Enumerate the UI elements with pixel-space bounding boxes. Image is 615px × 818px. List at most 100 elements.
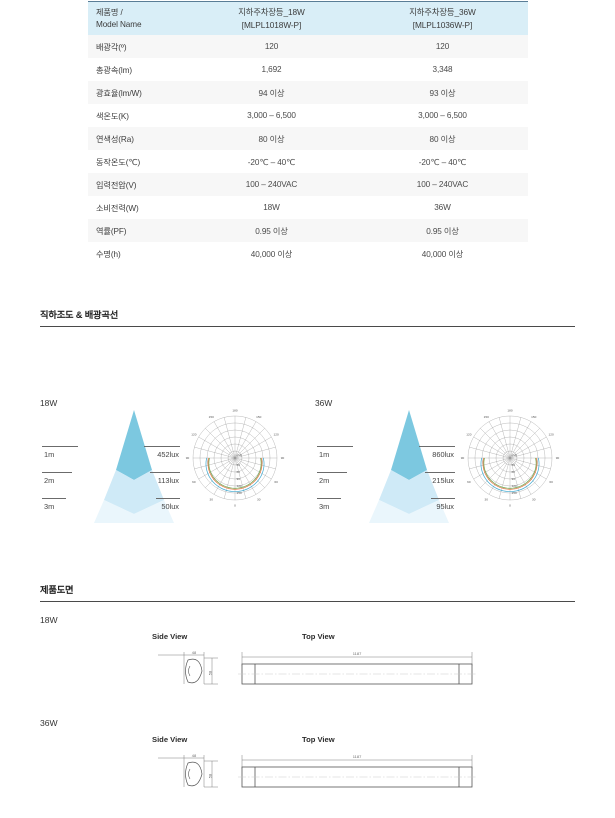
svg-text:30: 30 [512,463,516,467]
distance-label: 3m [319,502,330,511]
distance-label: 3m [44,502,55,511]
svg-text:60: 60 [549,480,553,484]
svg-text:30: 30 [257,497,261,501]
spec-value-36w: 93 이상 [357,81,528,104]
svg-text:90: 90 [281,456,285,460]
spec-value-18w: 40,000 이상 [250,249,293,259]
dim-line-left [42,498,66,499]
spec-label-cell: 색온도(K) [96,111,129,121]
dim-height-text-36w: 58 [208,773,213,778]
spec-label-cell: 수명(h) [96,249,121,259]
lux-value: 50lux [161,502,179,511]
spec-value-18w: 120 [186,35,357,58]
illuminance-rows-36w: 1m 860lux 2m 215lux 3m 95lux [315,446,457,524]
spec-label-cell: 광효율(lm/W) [88,81,186,104]
svg-text:(cd): (cd) [237,453,242,457]
side-view-label-18w: Side View [152,632,188,641]
distance-label: 1m [44,450,55,459]
table-row: 소비전력(W) 18W 36W [88,196,528,219]
svg-text:30: 30 [210,497,214,501]
table-row: 배광각(º) 120 120 [88,35,528,58]
illuminance-row-18w-2: 3m 50lux [40,498,182,524]
spec-value-18w: 100 – 240VAC [186,173,357,196]
svg-text:60: 60 [237,470,241,474]
section-illuminance-title: 직하조도 & 배광곡선 [40,310,119,320]
spec-label-cell: 소비전력(W) [96,203,139,213]
spec-label-cell: 입력전압(V) [88,173,186,196]
table-row: 총광속(lm) 1,692 3,348 [88,58,528,81]
dim-line-right [150,472,180,473]
header-cell-36w: 지하주차장등_36W [MLPL1036W-P] [357,2,528,35]
header-cell-18w: 지하주차장등_18W [MLPL1018W-P] [186,2,357,35]
section-illuminance-heading: 직하조도 & 배광곡선 [40,307,575,328]
side-view-label-36w: Side View [152,735,188,744]
spec-value-18w: 18W [263,203,280,212]
polar-light-distribution-36w: 30 60 90 120 150 (cd) 180 150 150 120 120 90 90 60 60 3… [455,406,565,519]
distance-label: 1m [319,450,330,459]
lux-value: 95lux [436,502,454,511]
svg-text:90: 90 [186,456,190,460]
dim-line-left [42,472,72,473]
dim-height-text-18w: 58 [208,670,213,675]
dim-width-text-36w: 48 [192,753,197,758]
dim-length-text-36w: 1187 [353,754,362,759]
top-view-label-18w: Top View [302,632,335,641]
dim-line-left [317,446,353,447]
spec-value-18w: 0.95 이상 [186,219,357,242]
svg-text:180: 180 [232,409,237,413]
table-top-rule [88,1,528,3]
svg-text:150: 150 [484,415,489,419]
svg-text:120: 120 [512,484,517,488]
spec-label-cell: 동작온도(℃) [96,157,141,167]
spec-value-36w: 40,000 이상 [421,249,464,259]
table-row: 역률(PF) 0.95 이상 0.95 이상 [88,219,528,242]
spec-label-cell: 연색성(Ra) [88,127,186,150]
illuminance-wattage-label-36w: 36W [315,398,333,408]
svg-text:180: 180 [507,409,512,413]
spec-label-cell: 총광속(lm) [96,65,132,75]
svg-text:90: 90 [556,456,560,460]
dim-line-left [42,446,78,447]
distance-label: 2m [44,476,55,485]
lux-value: 215lux [432,476,454,485]
spec-table-header-row: 제품명 / Model Name 지하주차장등_18W [MLPL1018W-P] 지하… [88,2,528,35]
spec-label-cell: 역률(PF) [88,219,186,242]
svg-text:60: 60 [512,470,516,474]
dim-length-text-18w: 1187 [353,651,362,656]
spec-value-36w: -20℃ – 40℃ [418,157,467,167]
lux-value: 113lux [157,476,179,485]
spec-table: 제품명 / Model Name 지하주차장등_18W [MLPL1018W-P] 지하… [88,2,528,265]
svg-text:150: 150 [237,491,242,495]
illuminance-row-36w-2: 3m 95lux [315,498,457,524]
svg-text:90: 90 [461,456,465,460]
lux-value: 452lux [157,450,179,459]
section-drawing-heading: 제품도면 [40,582,575,603]
header-cell-label: 제품명 / Model Name [88,2,186,35]
table-row: 동작온도(℃) -20℃ – 40℃ -20℃ – 40℃ [88,150,528,173]
spec-value-36w: 80 이상 [357,127,528,150]
spec-value-36w: 3,348 [432,65,453,74]
section-drawing-title: 제품도면 [40,585,74,595]
illuminance-block-36w: 36W 1m 860lux 2m 215lux 3m 95lux 30 60 90 [315,398,565,523]
drawing-wattage-label-18w: 18W [40,615,58,625]
dim-line-right [419,446,455,447]
illuminance-row-36w-0: 1m 860lux [315,446,457,472]
svg-text:90: 90 [237,477,241,481]
spec-value-18w: 1,692 [261,65,282,74]
drawing-svg-18w: 48 58 1187 [158,650,476,685]
table-row: 색온도(K) 3,000 – 6,500 3,000 – 6,500 [88,104,528,127]
beam-cone-18w [86,408,182,528]
spec-value-18w: 94 이상 [186,81,357,104]
svg-text:150: 150 [512,491,517,495]
distance-label: 2m [319,476,330,485]
dim-line-right [431,498,455,499]
illuminance-rows-18w: 1m 452lux 2m 113lux 3m 50lux [40,446,182,524]
section-illuminance-rule [40,326,575,328]
illuminance-block-18w: 18W 1m 452lux 2m 113lux 3m 50lux 30 60 90 [40,398,290,523]
svg-text:30: 30 [485,497,489,501]
svg-text:0: 0 [509,504,511,508]
spec-value-18w: 3,000 – 6,500 [247,111,296,120]
spec-value-18w: -20℃ – 40℃ [247,157,296,167]
spec-value-36w: 36W [434,203,451,212]
svg-text:0: 0 [234,504,236,508]
